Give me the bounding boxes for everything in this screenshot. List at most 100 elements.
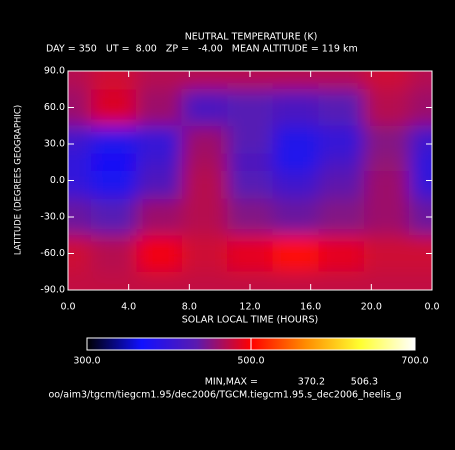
heat-cell — [90, 71, 137, 90]
heat-cell — [409, 89, 432, 127]
heat-cell — [68, 171, 92, 200]
heat-cell — [363, 271, 410, 290]
heat-cell — [227, 125, 274, 154]
heat-cell — [409, 235, 432, 273]
min-value: 370.2 — [298, 377, 325, 388]
max-value: 506.3 — [351, 377, 378, 388]
heat-cell — [227, 89, 274, 127]
heat-cell — [363, 171, 410, 200]
x-axis-label: SOLAR LOCAL TIME (HOURS) — [182, 315, 318, 326]
heat-cell — [272, 153, 319, 172]
x-tick-label: 12.0 — [239, 302, 260, 313]
x-tick-label: 0.0 — [424, 302, 439, 313]
y-tick-label: 0.0 — [50, 175, 65, 186]
heat-cell — [68, 153, 92, 172]
field — [68, 71, 432, 290]
heat-cell — [272, 271, 319, 290]
chart-title: NEUTRAL TEMPERATURE (K) — [185, 32, 318, 43]
heat-cell — [136, 71, 183, 90]
heat-cell — [90, 171, 137, 200]
heat-cell — [363, 89, 410, 127]
heat-cell — [181, 71, 228, 90]
heat-cell — [136, 125, 183, 154]
heat-cell — [409, 198, 432, 236]
y-tick-label: -90.0 — [40, 285, 65, 296]
heat-cell — [363, 71, 410, 90]
heat-cell — [227, 171, 274, 200]
heat-cell — [90, 271, 137, 290]
x-tick-label: 4.0 — [121, 302, 136, 313]
heat-cell — [68, 71, 92, 90]
heat-cell — [272, 198, 319, 236]
heat-cell — [409, 125, 432, 154]
y-tick-label: -30.0 — [40, 212, 65, 223]
heat-cell — [227, 271, 274, 290]
heat-cell — [272, 171, 319, 200]
heat-cell — [181, 271, 228, 290]
heat-cell — [136, 198, 183, 236]
chart-subtitle: DAY = 350 UT = 8.00 ZP = -4.00 MEAN ALTI… — [46, 44, 358, 55]
heat-cell — [90, 235, 137, 273]
colorbar-tick-label: 300.0 — [73, 356, 100, 367]
heat-cell — [136, 235, 183, 273]
file-path: oo/aim3/tgcm/tiegcm1.95/dec2006/TGCM.tie… — [48, 390, 401, 401]
heat-cell — [136, 89, 183, 127]
y-axis-label: LATITUDE (DEGREES GEOGRAPHIC) — [14, 105, 24, 255]
heat-cell — [227, 235, 274, 273]
cells — [68, 71, 432, 290]
heat-cell — [318, 89, 365, 127]
heat-cell — [318, 171, 365, 200]
colorbar-tick-label: 500.0 — [237, 356, 264, 367]
heat-cell — [227, 71, 274, 90]
heat-cell — [318, 198, 365, 236]
heat-cell — [272, 89, 319, 127]
heat-cell — [68, 125, 92, 154]
heat-cell — [181, 89, 228, 127]
heat-cell — [409, 271, 432, 290]
heat-cell — [136, 271, 183, 290]
heat-cell — [318, 235, 365, 273]
heat-cell — [181, 125, 228, 154]
heat-cell — [181, 198, 228, 236]
heat-cell — [136, 153, 183, 172]
heat-cell — [68, 271, 92, 290]
heat-cell — [409, 171, 432, 200]
colorbar-tick-label: 700.0 — [401, 356, 428, 367]
heat-cell — [90, 153, 137, 172]
heat-cell — [136, 171, 183, 200]
min-max-label: MIN,MAX = — [205, 377, 258, 388]
heat-cell — [272, 71, 319, 90]
heat-cell — [363, 235, 410, 273]
y-tick-label: 60.0 — [44, 102, 65, 113]
heat-cell — [68, 89, 92, 127]
x-tick-label: 8.0 — [182, 302, 197, 313]
heat-cell — [68, 235, 92, 273]
y-tick-label: -60.0 — [40, 248, 65, 259]
heat-cell — [318, 125, 365, 154]
heat-cell — [68, 198, 92, 236]
heat-cell — [227, 198, 274, 236]
heat-cell — [272, 125, 319, 154]
heat-cell — [363, 125, 410, 154]
x-tick-label: 20.0 — [361, 302, 382, 313]
heat-cell — [181, 153, 228, 172]
x-tick-label: 16.0 — [300, 302, 321, 313]
heat-cell — [318, 271, 365, 290]
heat-cell — [318, 71, 365, 90]
heat-cell — [363, 153, 410, 172]
heat-cell — [227, 153, 274, 172]
heat-cell — [409, 153, 432, 172]
heat-cell — [90, 198, 137, 236]
y-tick-label: 90.0 — [44, 66, 65, 77]
heat-cell — [90, 89, 137, 127]
y-tick-label: 30.0 — [44, 139, 65, 150]
heat-cell — [181, 235, 228, 273]
heat-cell — [181, 171, 228, 200]
heat-cell — [363, 198, 410, 236]
heat-cell — [409, 71, 432, 90]
heat-cell — [90, 125, 137, 154]
heat-cell — [318, 153, 365, 172]
heat-cell — [272, 235, 319, 273]
x-tick-label: 0.0 — [60, 302, 75, 313]
